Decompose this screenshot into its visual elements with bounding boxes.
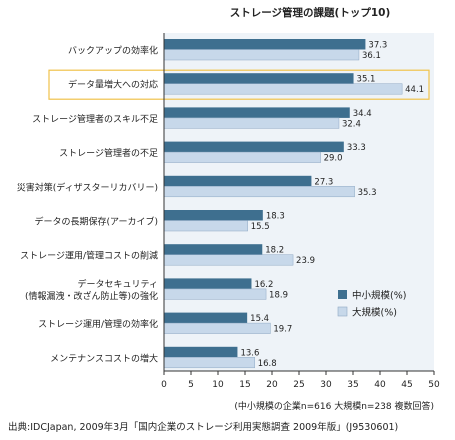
data-label-large-8: 19.7 xyxy=(273,325,292,335)
x-tick-label-0: 0 xyxy=(161,380,167,390)
bar-large-1 xyxy=(163,83,403,95)
x-tick-label-25: 25 xyxy=(293,380,304,390)
data-label-sme-0: 37.3 xyxy=(368,41,387,51)
legend-swatch-large xyxy=(337,306,348,317)
x-tick-label-15: 15 xyxy=(239,380,250,390)
legend-label-sme: 中小規模(%) xyxy=(352,290,406,302)
category-label-7-line1: (情報漏洩・改ざん防止等)の強化 xyxy=(25,290,158,302)
bar-large-5 xyxy=(163,220,248,232)
bar-sme-2 xyxy=(164,107,350,118)
data-label-large-4: 35.3 xyxy=(358,188,377,198)
bar-large-3 xyxy=(163,151,321,163)
category-label-0: バックアップの効率化 xyxy=(68,45,158,57)
data-label-sme-9: 13.6 xyxy=(240,348,259,358)
legend-swatch-sme xyxy=(338,290,347,299)
x-tick-label-45: 45 xyxy=(401,380,412,390)
bar-sme-0 xyxy=(164,39,366,50)
data-label-large-2: 32.4 xyxy=(342,119,361,129)
data-label-sme-2: 34.4 xyxy=(353,109,372,119)
bar-large-7 xyxy=(163,288,267,300)
data-label-sme-5: 18.3 xyxy=(266,212,285,222)
category-label-4: 災害対策(ディザスターリカバリー) xyxy=(17,181,158,193)
bar-large-2 xyxy=(163,117,340,129)
x-tick-label-35: 35 xyxy=(347,380,358,390)
data-label-large-9: 16.8 xyxy=(258,359,277,369)
bar-sme-9 xyxy=(164,346,238,358)
bar-sme-6 xyxy=(164,244,263,255)
data-label-sme-8: 15.4 xyxy=(250,314,269,324)
bar-large-8 xyxy=(163,322,271,334)
category-label-1: データ量増大への対応 xyxy=(68,79,158,91)
bar-large-6 xyxy=(163,254,294,266)
bar-large-4 xyxy=(163,186,355,198)
x-tick-label-10: 10 xyxy=(212,380,224,390)
category-label-5: データの長期保存(アーカイブ) xyxy=(35,216,158,228)
x-axis-note: (中小規模の企業n=616 大規模n=238 複数回答) xyxy=(234,400,434,412)
bar-sme-3 xyxy=(164,141,344,153)
data-label-sme-1: 35.1 xyxy=(357,75,376,85)
source-note: 出典:IDCJapan, 2009年3月「国内企業のストレージ利用実態調査 20… xyxy=(8,422,399,433)
bar-large-0 xyxy=(163,49,360,61)
category-label-8: ストレージ運用/管理の効率化 xyxy=(38,318,158,330)
data-label-large-3: 29.0 xyxy=(324,154,343,164)
data-label-sme-3: 33.3 xyxy=(347,143,366,153)
category-label-7-line0: データセキュリティ xyxy=(78,278,158,290)
x-tick-label-50: 50 xyxy=(428,380,440,390)
bar-sme-4 xyxy=(164,175,312,187)
bar-sme-7 xyxy=(164,278,252,289)
category-label-6: ストレージ運用/管理コストの削減 xyxy=(20,250,158,262)
data-label-sme-6: 18.2 xyxy=(265,246,284,256)
bar-sme-5 xyxy=(164,210,263,221)
category-label-9: メンテナンスコストの増大 xyxy=(50,352,158,364)
chart-title: ストレージ管理の課題(トップ10) xyxy=(230,6,391,19)
data-label-sme-4: 27.3 xyxy=(314,177,333,187)
data-label-large-1: 44.1 xyxy=(405,85,424,95)
x-tick-label-20: 20 xyxy=(266,380,278,390)
category-label-2: ストレージ管理者のスキル不足 xyxy=(32,113,158,125)
highlight-frame xyxy=(48,69,430,100)
data-label-sme-7: 16.2 xyxy=(254,280,273,290)
bar-large-9 xyxy=(163,357,255,369)
data-label-large-7: 18.9 xyxy=(269,290,288,300)
bar-sme-8 xyxy=(164,312,248,324)
data-label-large-5: 15.5 xyxy=(251,222,270,232)
legend-label-large: 大規模(%) xyxy=(352,307,397,319)
data-label-large-6: 23.9 xyxy=(296,256,315,266)
data-label-large-0: 36.1 xyxy=(362,51,381,61)
x-tick-label-5: 5 xyxy=(188,380,194,390)
x-tick-label-40: 40 xyxy=(374,380,386,390)
x-tick-label-30: 30 xyxy=(320,380,332,390)
bar-sme-1 xyxy=(164,73,354,84)
category-label-3: ストレージ管理者の不足 xyxy=(59,147,158,159)
